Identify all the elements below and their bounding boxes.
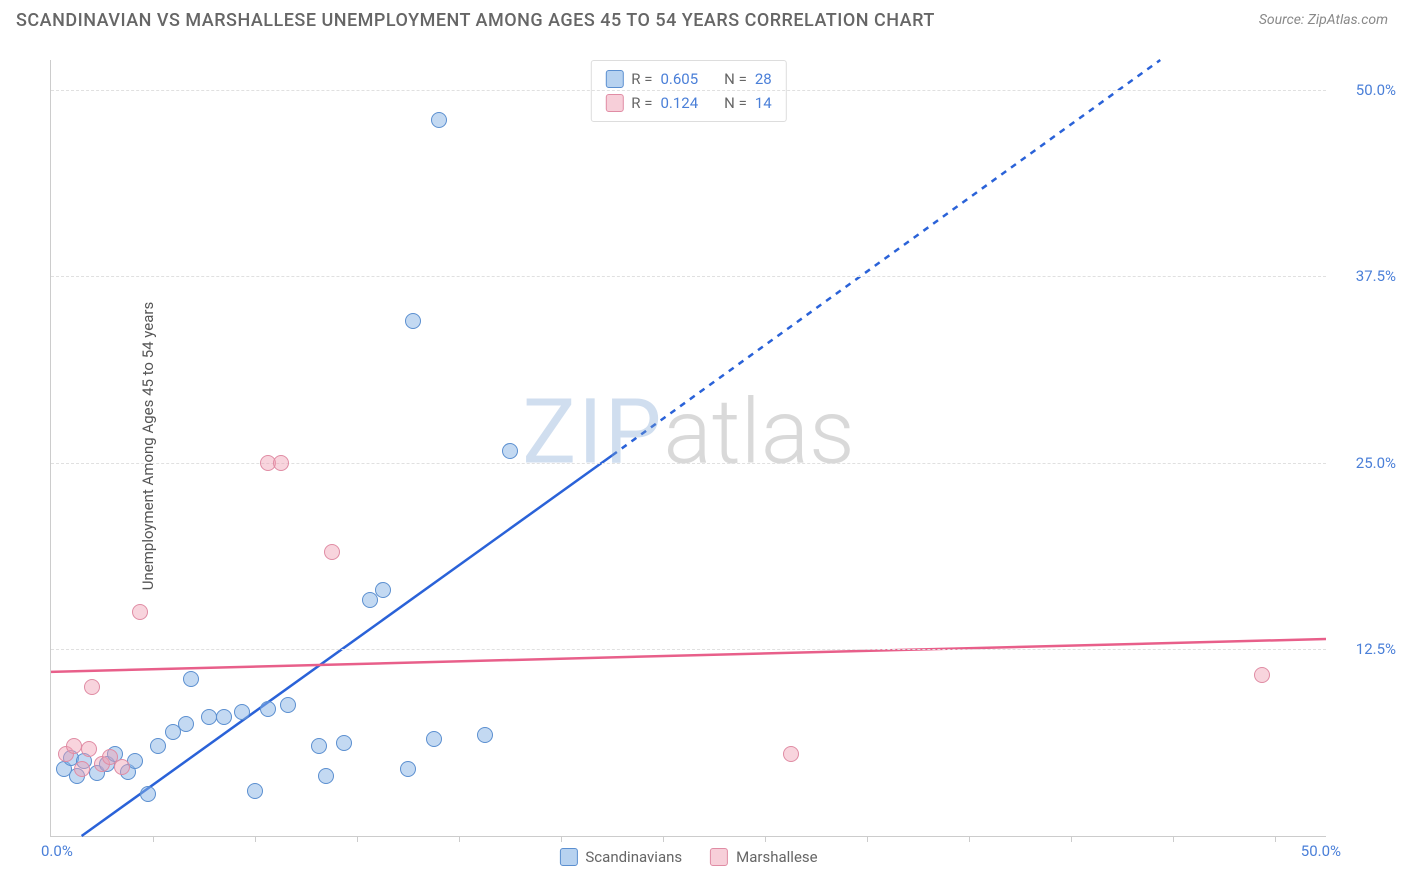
scatter-point [201,709,217,725]
scatter-point [247,783,263,799]
x-tick [561,836,562,842]
gridline [51,276,1326,277]
scatter-point [234,704,250,720]
x-tick [255,836,256,842]
legend-row: R = 0.605 N = 28 [605,67,771,91]
trendline [82,455,612,836]
legend-swatch [559,848,577,866]
plot-area: ZIPatlas R =0.605N =28R =0.124N =14 0.0%… [50,60,1326,837]
scatter-point [477,727,493,743]
scatter-point [431,112,447,128]
n-value: 28 [755,67,772,91]
gridline [51,463,1326,464]
legend-item: Marshallese [710,848,817,866]
legend-label: Marshallese [736,848,817,866]
x-axis-origin-label: 0.0% [41,842,73,860]
x-tick [357,836,358,842]
legend-label: Scandinavians [585,848,682,866]
r-value: 0.124 [660,91,698,115]
scatter-point [140,786,156,802]
r-label: R = [631,67,652,91]
series-legend: Scandinavians Marshallese [559,848,817,866]
n-label: N = [724,91,747,115]
legend-item: Scandinavians [559,848,682,866]
scatter-point [183,671,199,687]
scatter-point [273,455,289,471]
legend-row: R = 0.124 N = 14 [605,91,771,115]
x-tick [1275,836,1276,842]
r-value: 0.605 [660,67,698,91]
gridline [51,649,1326,650]
scatter-point [216,709,232,725]
x-tick [459,836,460,842]
x-tick [663,836,664,842]
scatter-point [260,701,276,717]
x-tick [969,836,970,842]
scatter-point [81,741,97,757]
scatter-point [426,731,442,747]
y-tick-label: 37.5% [1336,267,1396,285]
r-label: R = [631,91,652,115]
trendline [51,639,1326,672]
x-axis-max-label: 50.0% [1301,842,1341,860]
x-tick [1071,836,1072,842]
x-tick [867,836,868,842]
scatter-point [405,313,421,329]
y-tick-label: 50.0% [1336,81,1396,99]
scatter-point [336,735,352,751]
scatter-point [400,761,416,777]
scatter-point [375,582,391,598]
chart-title: SCANDINAVIAN VS MARSHALLESE UNEMPLOYMENT… [16,10,935,31]
scatter-point [502,443,518,459]
x-tick [153,836,154,842]
scatter-point [66,738,82,754]
scatter-point [114,759,130,775]
legend-swatch [605,70,623,88]
scatter-point [178,716,194,732]
y-tick-label: 25.0% [1336,454,1396,472]
x-tick [1173,836,1174,842]
scatter-point [84,679,100,695]
scatter-point [311,738,327,754]
source-attribution: Source: ZipAtlas.com [1259,12,1388,28]
x-tick [765,836,766,842]
legend-swatch [605,94,623,112]
gridline [51,90,1326,91]
y-tick-label: 12.5% [1336,640,1396,658]
scatter-point [318,768,334,784]
scatter-point [132,604,148,620]
n-label: N = [724,67,747,91]
scatter-point [324,544,340,560]
legend-swatch [710,848,728,866]
scatter-point [74,761,90,777]
scatter-point [1254,667,1270,683]
scatter-point [150,738,166,754]
scatter-point [783,746,799,762]
n-value: 14 [755,91,772,115]
correlation-legend: R = 0.605 N = 28 R = 0.124 N = 14 [590,60,786,122]
scatter-point [280,697,296,713]
